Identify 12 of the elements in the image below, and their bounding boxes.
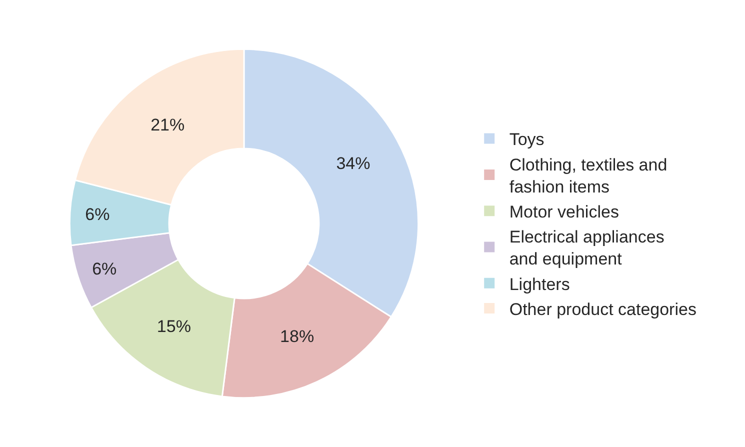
data-label: 21%	[150, 116, 185, 135]
data-label: 15%	[156, 317, 191, 336]
legend-label: Clothing, textiles and fashion items	[509, 155, 668, 196]
legend-label: Electrical appliances and equipment	[509, 228, 664, 269]
data-label: 6%	[92, 259, 117, 278]
legend-label: Toys	[509, 130, 544, 150]
data-label: 18%	[280, 326, 314, 346]
legend-label: Lighters	[509, 274, 570, 294]
data-label: 34%	[336, 154, 370, 173]
data-label: 6%	[85, 204, 110, 224]
legend-label: Motor vehicles	[509, 202, 619, 222]
legend-label: Other product categories	[509, 300, 696, 319]
